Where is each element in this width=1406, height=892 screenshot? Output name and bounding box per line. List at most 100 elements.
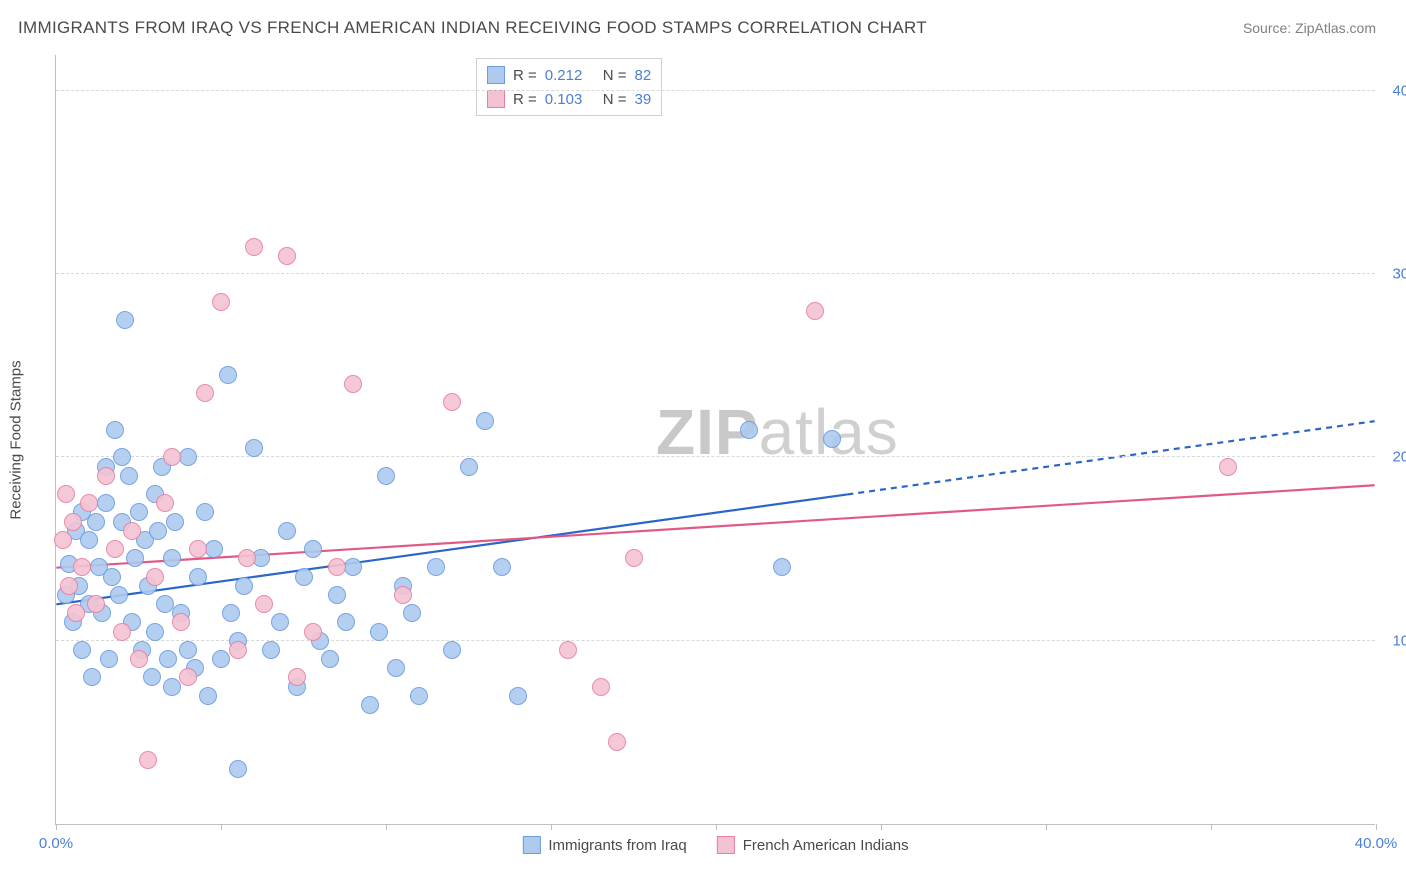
point-series2: [229, 641, 247, 659]
point-series1: [278, 522, 296, 540]
point-series1: [321, 650, 339, 668]
point-series1: [773, 558, 791, 576]
point-series2: [443, 393, 461, 411]
swatch-series2: [487, 90, 505, 108]
x-tick: [881, 824, 882, 830]
point-series1: [163, 678, 181, 696]
point-series1: [212, 650, 230, 668]
chart-plot-area: Receiving Food Stamps ZIPatlas R = 0.212…: [55, 55, 1375, 825]
chart-title: IMMIGRANTS FROM IRAQ VS FRENCH AMERICAN …: [18, 18, 927, 38]
point-series2: [130, 650, 148, 668]
correlation-row-1: R = 0.212 N = 82: [487, 63, 651, 87]
point-series2: [245, 238, 263, 256]
point-series1: [387, 659, 405, 677]
point-series2: [80, 494, 98, 512]
R-value-2: 0.103: [545, 91, 595, 108]
x-tick: [551, 824, 552, 830]
swatch-series1: [487, 66, 505, 84]
point-series2: [304, 623, 322, 641]
point-series1: [344, 558, 362, 576]
x-tick-label: 0.0%: [39, 835, 73, 852]
point-series2: [328, 558, 346, 576]
point-series1: [80, 531, 98, 549]
point-series2: [139, 751, 157, 769]
y-axis-title: Receiving Food Stamps: [8, 360, 25, 519]
point-series1: [113, 448, 131, 466]
point-series2: [146, 568, 164, 586]
point-series1: [377, 467, 395, 485]
x-tick: [1046, 824, 1047, 830]
point-series1: [229, 760, 247, 778]
point-series2: [106, 540, 124, 558]
point-series2: [288, 668, 306, 686]
R-label: R =: [513, 91, 537, 108]
legend-label-1: Immigrants from Iraq: [548, 837, 686, 854]
gridline: [56, 90, 1375, 91]
point-series2: [1219, 458, 1237, 476]
point-series2: [255, 595, 273, 613]
point-series1: [443, 641, 461, 659]
y-tick-label: 30.0%: [1380, 266, 1406, 283]
point-series1: [110, 586, 128, 604]
point-series1: [179, 448, 197, 466]
point-series2: [238, 549, 256, 567]
R-label: R =: [513, 67, 537, 84]
point-series1: [83, 668, 101, 686]
point-series1: [189, 568, 207, 586]
point-series1: [126, 549, 144, 567]
point-series1: [370, 623, 388, 641]
point-series1: [156, 595, 174, 613]
point-series2: [67, 604, 85, 622]
bottom-legend: Immigrants from Iraq French American Ind…: [522, 836, 908, 854]
x-tick: [1376, 824, 1377, 830]
point-series2: [196, 384, 214, 402]
point-series2: [394, 586, 412, 604]
point-series2: [64, 513, 82, 531]
point-series2: [163, 448, 181, 466]
point-series1: [163, 549, 181, 567]
point-series1: [199, 687, 217, 705]
x-tick-label: 40.0%: [1355, 835, 1398, 852]
point-series1: [493, 558, 511, 576]
point-series1: [361, 696, 379, 714]
correlation-legend: R = 0.212 N = 82 R = 0.103 N = 39: [476, 58, 662, 116]
point-series1: [146, 623, 164, 641]
point-series1: [87, 513, 105, 531]
x-tick: [1211, 824, 1212, 830]
point-series1: [403, 604, 421, 622]
point-series1: [328, 586, 346, 604]
point-series2: [156, 494, 174, 512]
point-series2: [592, 678, 610, 696]
point-series1: [143, 668, 161, 686]
point-series2: [113, 623, 131, 641]
point-series1: [166, 513, 184, 531]
y-tick-label: 20.0%: [1380, 449, 1406, 466]
trendline-dashed: [847, 421, 1374, 494]
point-series2: [73, 558, 91, 576]
point-series1: [476, 412, 494, 430]
point-series1: [235, 577, 253, 595]
point-series1: [509, 687, 527, 705]
x-tick: [386, 824, 387, 830]
N-value-1: 82: [635, 67, 652, 84]
watermark: ZIPatlas: [656, 395, 899, 469]
point-series1: [823, 430, 841, 448]
point-series2: [57, 485, 75, 503]
point-series2: [123, 522, 141, 540]
point-series2: [806, 302, 824, 320]
point-series1: [427, 558, 445, 576]
point-series1: [100, 650, 118, 668]
point-series2: [54, 531, 72, 549]
point-series2: [97, 467, 115, 485]
point-series1: [740, 421, 758, 439]
R-value-1: 0.212: [545, 67, 595, 84]
point-series1: [337, 613, 355, 631]
point-series1: [271, 613, 289, 631]
point-series1: [262, 641, 280, 659]
legend-item-2: French American Indians: [717, 836, 909, 854]
point-series1: [205, 540, 223, 558]
source-label: Source: ZipAtlas.com: [1243, 20, 1376, 36]
point-series1: [460, 458, 478, 476]
legend-swatch-2: [717, 836, 735, 854]
y-tick-label: 40.0%: [1380, 82, 1406, 99]
